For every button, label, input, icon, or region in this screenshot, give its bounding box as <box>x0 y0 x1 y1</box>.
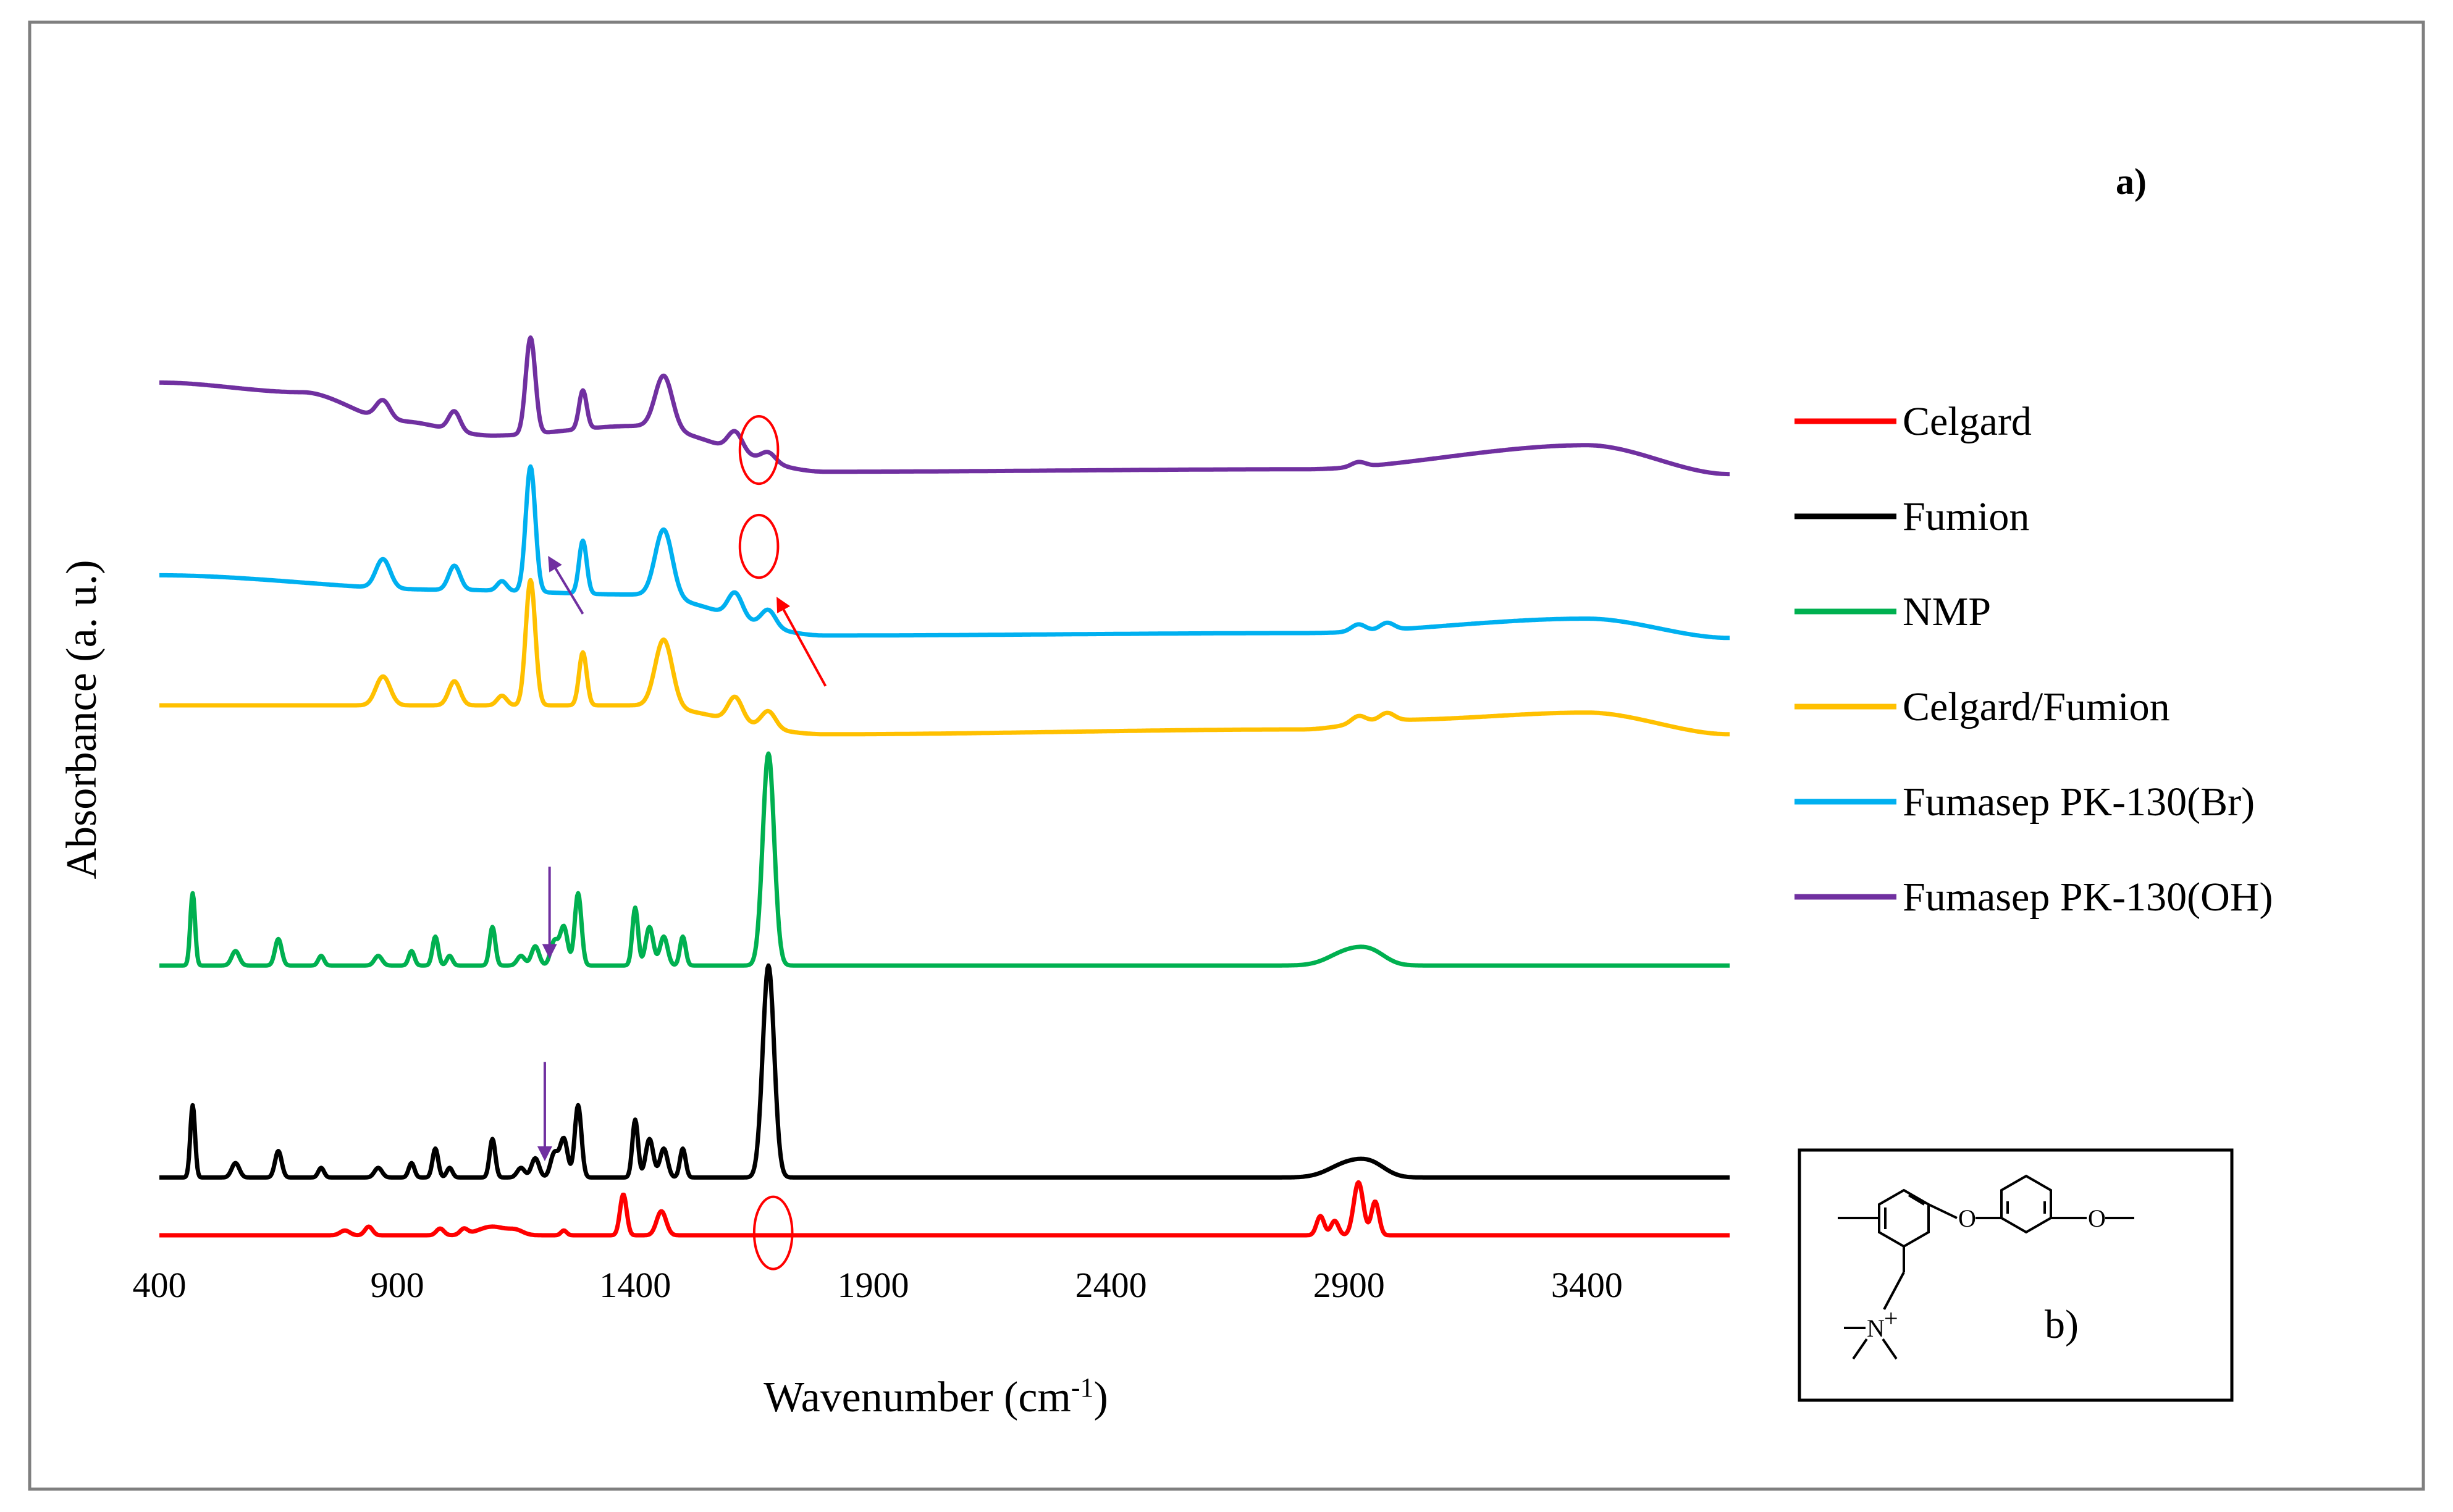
legend-label-fumion: Fumion <box>1903 494 2029 539</box>
legend-item-celgard: Celgard <box>1795 399 2032 444</box>
x-axis-title-sup: -1 <box>1071 1372 1094 1403</box>
legend-label-celgard-fumion: Celgard/Fumion <box>1903 684 2170 729</box>
x-tick-label-3400: 3400 <box>1551 1265 1623 1305</box>
legend: Celgard Fumion NMP Celgard/Fumion Fumase… <box>1795 399 2273 920</box>
legend-item-fumion: Fumion <box>1795 494 2029 539</box>
legend-label-celgard: Celgard <box>1903 399 2032 444</box>
series-line-fumasep-pk-130-br- <box>158 464 1731 640</box>
panel-label: a) <box>2116 161 2147 202</box>
x-tick-label-1400: 1400 <box>599 1265 671 1305</box>
x-axis-title-end: ) <box>1094 1374 1108 1421</box>
series-line-fumasep-pk-130-oh- <box>158 335 1731 477</box>
legend-label-nmp: NMP <box>1903 589 1991 634</box>
annotation-circle-3 <box>752 1195 794 1270</box>
legend-item-nmp: NMP <box>1795 589 1991 634</box>
annotations <box>537 415 827 1270</box>
y-axis-title: Absorbance (a. u.) <box>58 560 106 879</box>
x-tick-label-400: 400 <box>133 1265 187 1305</box>
x-tick-label-900: 900 <box>371 1265 424 1305</box>
nitrogen-label: N <box>1867 1314 1885 1342</box>
legend-label-fumasep-oh: Fumasep PK-130(OH) <box>1903 875 2273 920</box>
legend-label-fumasep-br: Fumasep PK-130(Br) <box>1903 779 2255 825</box>
chemical-structure-drawing <box>1838 1174 2134 1360</box>
annotation-arrow-1 <box>548 555 584 615</box>
methoxy-oxygen-label: O <box>2088 1204 2106 1232</box>
inset-frame <box>1798 1148 2234 1402</box>
x-axis-title-main: Wavenumber (cm <box>764 1374 1071 1421</box>
series-line-fumion <box>158 963 1731 1180</box>
inset-label: b) <box>2045 1302 2079 1347</box>
x-tick-labels: 400 900 1400 1900 2400 2900 3400 <box>133 1265 1623 1305</box>
nitrogen-charge-label: + <box>1884 1304 1898 1332</box>
annotation-arrow-2 <box>776 597 827 687</box>
series-line-nmp <box>158 751 1731 968</box>
legend-item-fumasep-oh: Fumasep PK-130(OH) <box>1795 875 2273 920</box>
x-tick-label-2900: 2900 <box>1313 1265 1385 1305</box>
inset-structure: O O N + b) <box>1798 1148 2234 1402</box>
annotation-circle-1 <box>738 415 780 485</box>
x-tick-label-2400: 2400 <box>1075 1265 1147 1305</box>
series-line-celgard-fumion <box>158 578 1731 737</box>
ether-oxygen-label: O <box>1958 1204 1976 1232</box>
benzene-ring-2 <box>2000 1174 2052 1234</box>
spectra-lines <box>158 335 1731 1238</box>
series-line-celgard <box>158 1180 1731 1238</box>
annotation-circle-2 <box>738 513 780 579</box>
legend-item-celgard-fumion: Celgard/Fumion <box>1795 684 2170 729</box>
legend-item-fumasep-br: Fumasep PK-130(Br) <box>1795 779 2255 825</box>
x-tick-label-1900: 1900 <box>837 1265 909 1305</box>
x-axis-title: Wavenumber (cm-1) <box>764 1372 1108 1421</box>
